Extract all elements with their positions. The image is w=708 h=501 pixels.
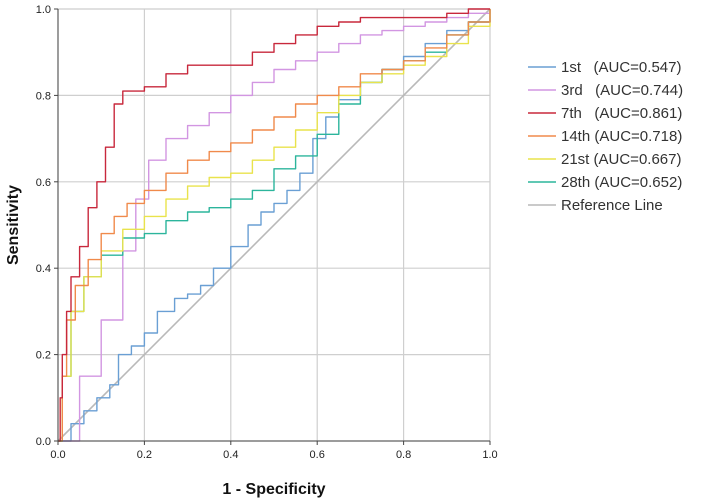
series-line-2 [58, 9, 491, 442]
y-tick-label: 0.0 [36, 436, 51, 448]
series-group [57, 8, 491, 442]
x-tick-label: 0.6 [310, 449, 325, 461]
y-tick-label: 0.8 [36, 90, 51, 102]
x-tick-label: 0.8 [396, 449, 411, 461]
series-line-5 [58, 9, 491, 442]
x-axis-title: 1 - Specificity [222, 481, 325, 498]
x-tick-label: 0.0 [50, 449, 65, 461]
y-axis-title: Sensitivity [5, 185, 22, 265]
x-tick-label: 0.4 [223, 449, 238, 461]
legend-label: Reference Line [561, 197, 663, 214]
x-ticks: 0.0 0.2 0.4 0.6 0.8 1.0 [50, 441, 498, 461]
legend-label: 28th (AUC=0.652) [561, 174, 682, 191]
y-tick-label: 0.6 [36, 177, 51, 189]
series-line-7 [57, 8, 491, 442]
legend-label: 14th (AUC=0.718) [561, 128, 682, 145]
legend-label: 1st (AUC=0.547) [561, 59, 681, 76]
series-line-3 [58, 8, 490, 442]
y-tick-label: 0.2 [36, 350, 51, 362]
y-ticks: 0.0 0.2 0.4 0.6 0.8 1.0 [36, 4, 58, 448]
legend: 1st (AUC=0.547) 3rd (AUC=0.744) 7th (AUC=0… [528, 59, 683, 214]
series-line-4 [58, 9, 491, 442]
y-tick-label: 0.4 [36, 263, 51, 275]
legend-label: 7th (AUC=0.861) [561, 105, 682, 122]
axes [57, 9, 490, 442]
x-tick-label: 0.2 [137, 449, 152, 461]
legend-label: 3rd (AUC=0.744) [561, 82, 683, 99]
y-tick-label: 1.0 [36, 4, 51, 16]
legend-label: 21st (AUC=0.667) [561, 151, 681, 168]
x-tick-label: 1.0 [482, 449, 497, 461]
